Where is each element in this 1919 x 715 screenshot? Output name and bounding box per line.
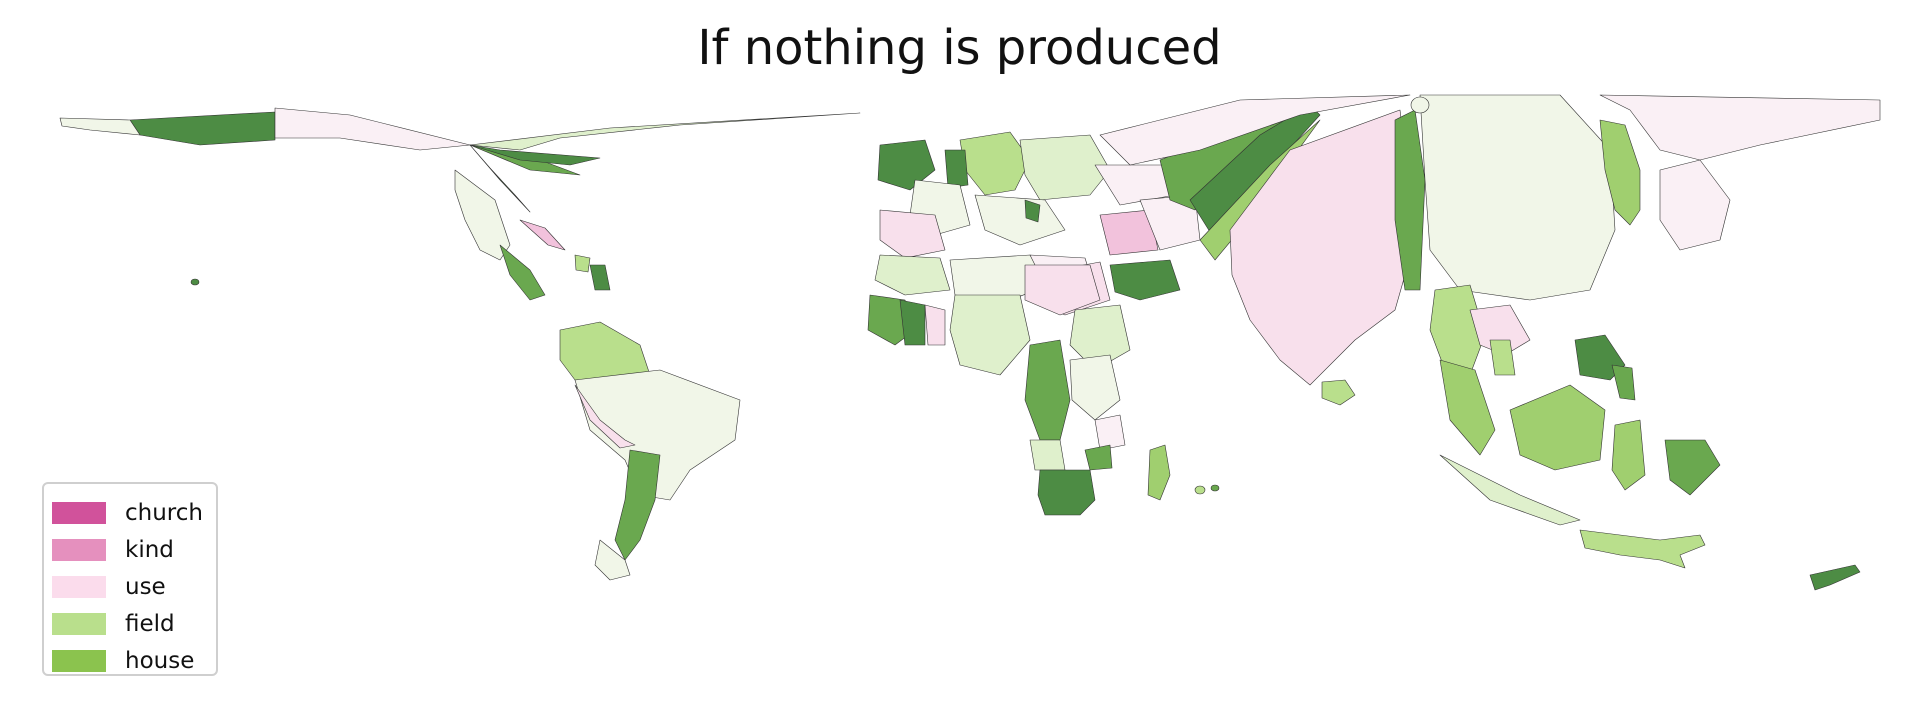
region-angola — [1029, 439, 1066, 471]
legend-item-kind: kind — [52, 531, 208, 568]
region-cuba — [519, 219, 566, 251]
region-japan — [1659, 159, 1731, 251]
region-patagonia — [594, 539, 631, 581]
legend-label-field: field — [125, 610, 175, 637]
region-nigeria — [949, 294, 1031, 376]
legend-item-house: house — [52, 642, 208, 679]
region-korea — [1599, 119, 1641, 226]
region-balkans — [974, 194, 1066, 246]
region-thailand — [1469, 304, 1531, 356]
legend-item-field: field — [52, 605, 208, 642]
region-sudan — [1024, 264, 1101, 316]
region-papua — [1664, 439, 1721, 496]
region-malaysia — [1439, 359, 1496, 456]
legend-swatch-kind — [52, 538, 106, 561]
region-west-africa-2 — [899, 299, 926, 346]
region-north-america-west — [59, 117, 141, 136]
legend-label-church: church — [125, 499, 203, 526]
region-caribbean-2 — [574, 254, 591, 273]
region-arctic-east — [469, 112, 861, 151]
region-india — [1229, 109, 1416, 386]
region-island-indian-ocean-2 — [1210, 484, 1220, 492]
legend-label-use: use — [125, 573, 166, 600]
map-legend: church kind use field house — [42, 482, 218, 676]
region-java-strip — [1439, 454, 1581, 526]
region-tanzania — [1094, 414, 1126, 451]
region-new-zealand — [1809, 564, 1861, 591]
region-turkey — [1099, 209, 1159, 256]
legend-swatch-house — [52, 649, 106, 672]
region-arabia — [1109, 259, 1181, 301]
region-north-africa-west — [874, 254, 951, 296]
region-borneo — [1509, 384, 1606, 471]
region-usa-fan-3 — [469, 144, 601, 166]
map-title: If nothing is produced — [697, 20, 1222, 76]
region-argentina — [614, 449, 661, 561]
legend-label-kind: kind — [125, 536, 174, 563]
region-spain — [879, 209, 946, 259]
region-island-indian-ocean — [1194, 485, 1206, 495]
region-vietnam — [1489, 339, 1516, 376]
region-southern-africa — [1037, 469, 1096, 516]
region-scandinavia — [959, 131, 1031, 196]
region-sri-lanka — [1321, 379, 1356, 406]
region-ethiopia — [1069, 304, 1131, 371]
region-eastern-europe — [1019, 134, 1111, 201]
region-mexico — [454, 169, 511, 261]
region-caribbean — [589, 264, 611, 291]
region-germany — [944, 149, 969, 189]
legend-label-house: house — [125, 647, 195, 674]
region-madagascar — [1147, 444, 1171, 501]
region-west-africa-3 — [924, 304, 946, 346]
region-island-pacific — [190, 278, 200, 286]
legend-item-use: use — [52, 568, 208, 605]
region-congo — [1024, 339, 1071, 441]
legend-swatch-use — [52, 575, 106, 598]
region-uk — [877, 139, 936, 191]
region-peru — [574, 384, 636, 449]
region-east-africa — [1069, 354, 1121, 421]
region-brazil — [574, 369, 741, 501]
legend-swatch-field — [52, 612, 106, 635]
region-canada — [274, 107, 471, 151]
region-russia-north — [1099, 94, 1411, 166]
region-china — [1419, 94, 1616, 301]
region-russia-far-east — [1599, 94, 1881, 161]
region-sulawesi — [1611, 419, 1646, 491]
region-alaska — [129, 111, 276, 146]
region-italy — [1024, 199, 1041, 223]
region-philippines-2 — [1611, 364, 1636, 401]
region-australia — [1579, 529, 1706, 569]
region-usa-fan — [469, 144, 531, 213]
region-mozambique — [1084, 444, 1113, 471]
legend-item-church: church — [52, 494, 208, 531]
region-island-arctic — [1410, 96, 1430, 114]
legend-swatch-church — [52, 501, 106, 524]
region-central-america — [499, 244, 546, 301]
